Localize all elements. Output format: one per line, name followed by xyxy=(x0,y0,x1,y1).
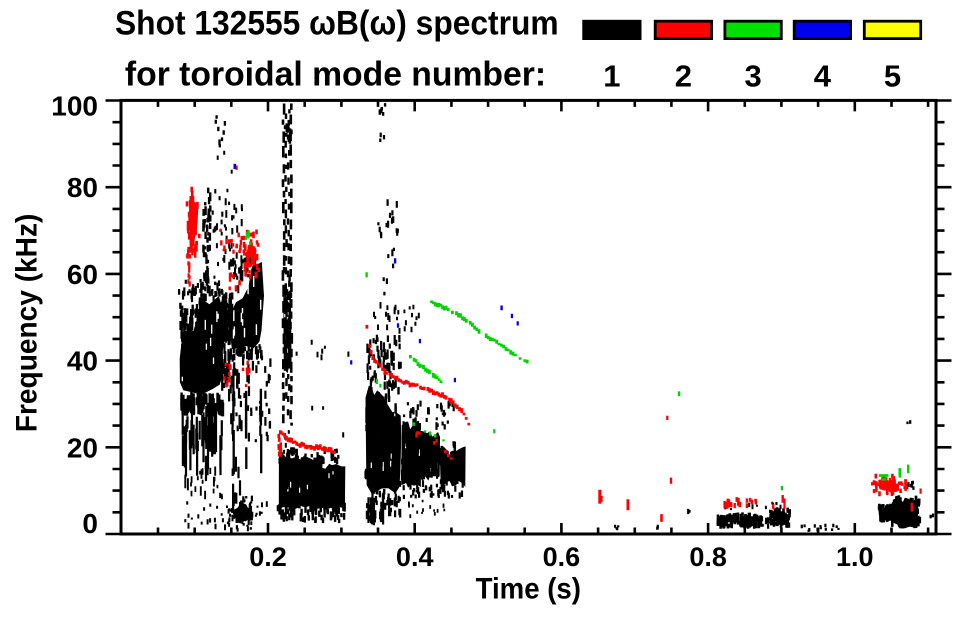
svg-text:1: 1 xyxy=(603,59,620,94)
svg-text:40: 40 xyxy=(67,346,98,377)
svg-text:0.4: 0.4 xyxy=(396,542,434,572)
svg-text:1.0: 1.0 xyxy=(836,542,874,572)
svg-text:0.2: 0.2 xyxy=(249,542,287,572)
svg-text:0: 0 xyxy=(82,508,98,539)
svg-text:0.6: 0.6 xyxy=(543,542,581,572)
svg-text:4: 4 xyxy=(814,59,832,94)
svg-text:Frequency (kHz): Frequency (kHz) xyxy=(10,214,43,433)
svg-text:60: 60 xyxy=(67,259,98,290)
svg-text:100: 100 xyxy=(51,90,98,121)
svg-text:for toroidal mode number:: for toroidal mode number: xyxy=(125,56,546,94)
svg-text:Shot 132555 ωB(ω) spectrum: Shot 132555 ωB(ω) spectrum xyxy=(115,5,559,43)
svg-text:80: 80 xyxy=(67,172,98,203)
svg-text:5: 5 xyxy=(884,59,901,94)
svg-text:2: 2 xyxy=(675,59,692,94)
svg-text:3: 3 xyxy=(744,59,761,94)
svg-text:20: 20 xyxy=(67,432,98,463)
svg-text:Time (s): Time (s) xyxy=(476,573,581,606)
svg-text:0.8: 0.8 xyxy=(689,542,727,572)
